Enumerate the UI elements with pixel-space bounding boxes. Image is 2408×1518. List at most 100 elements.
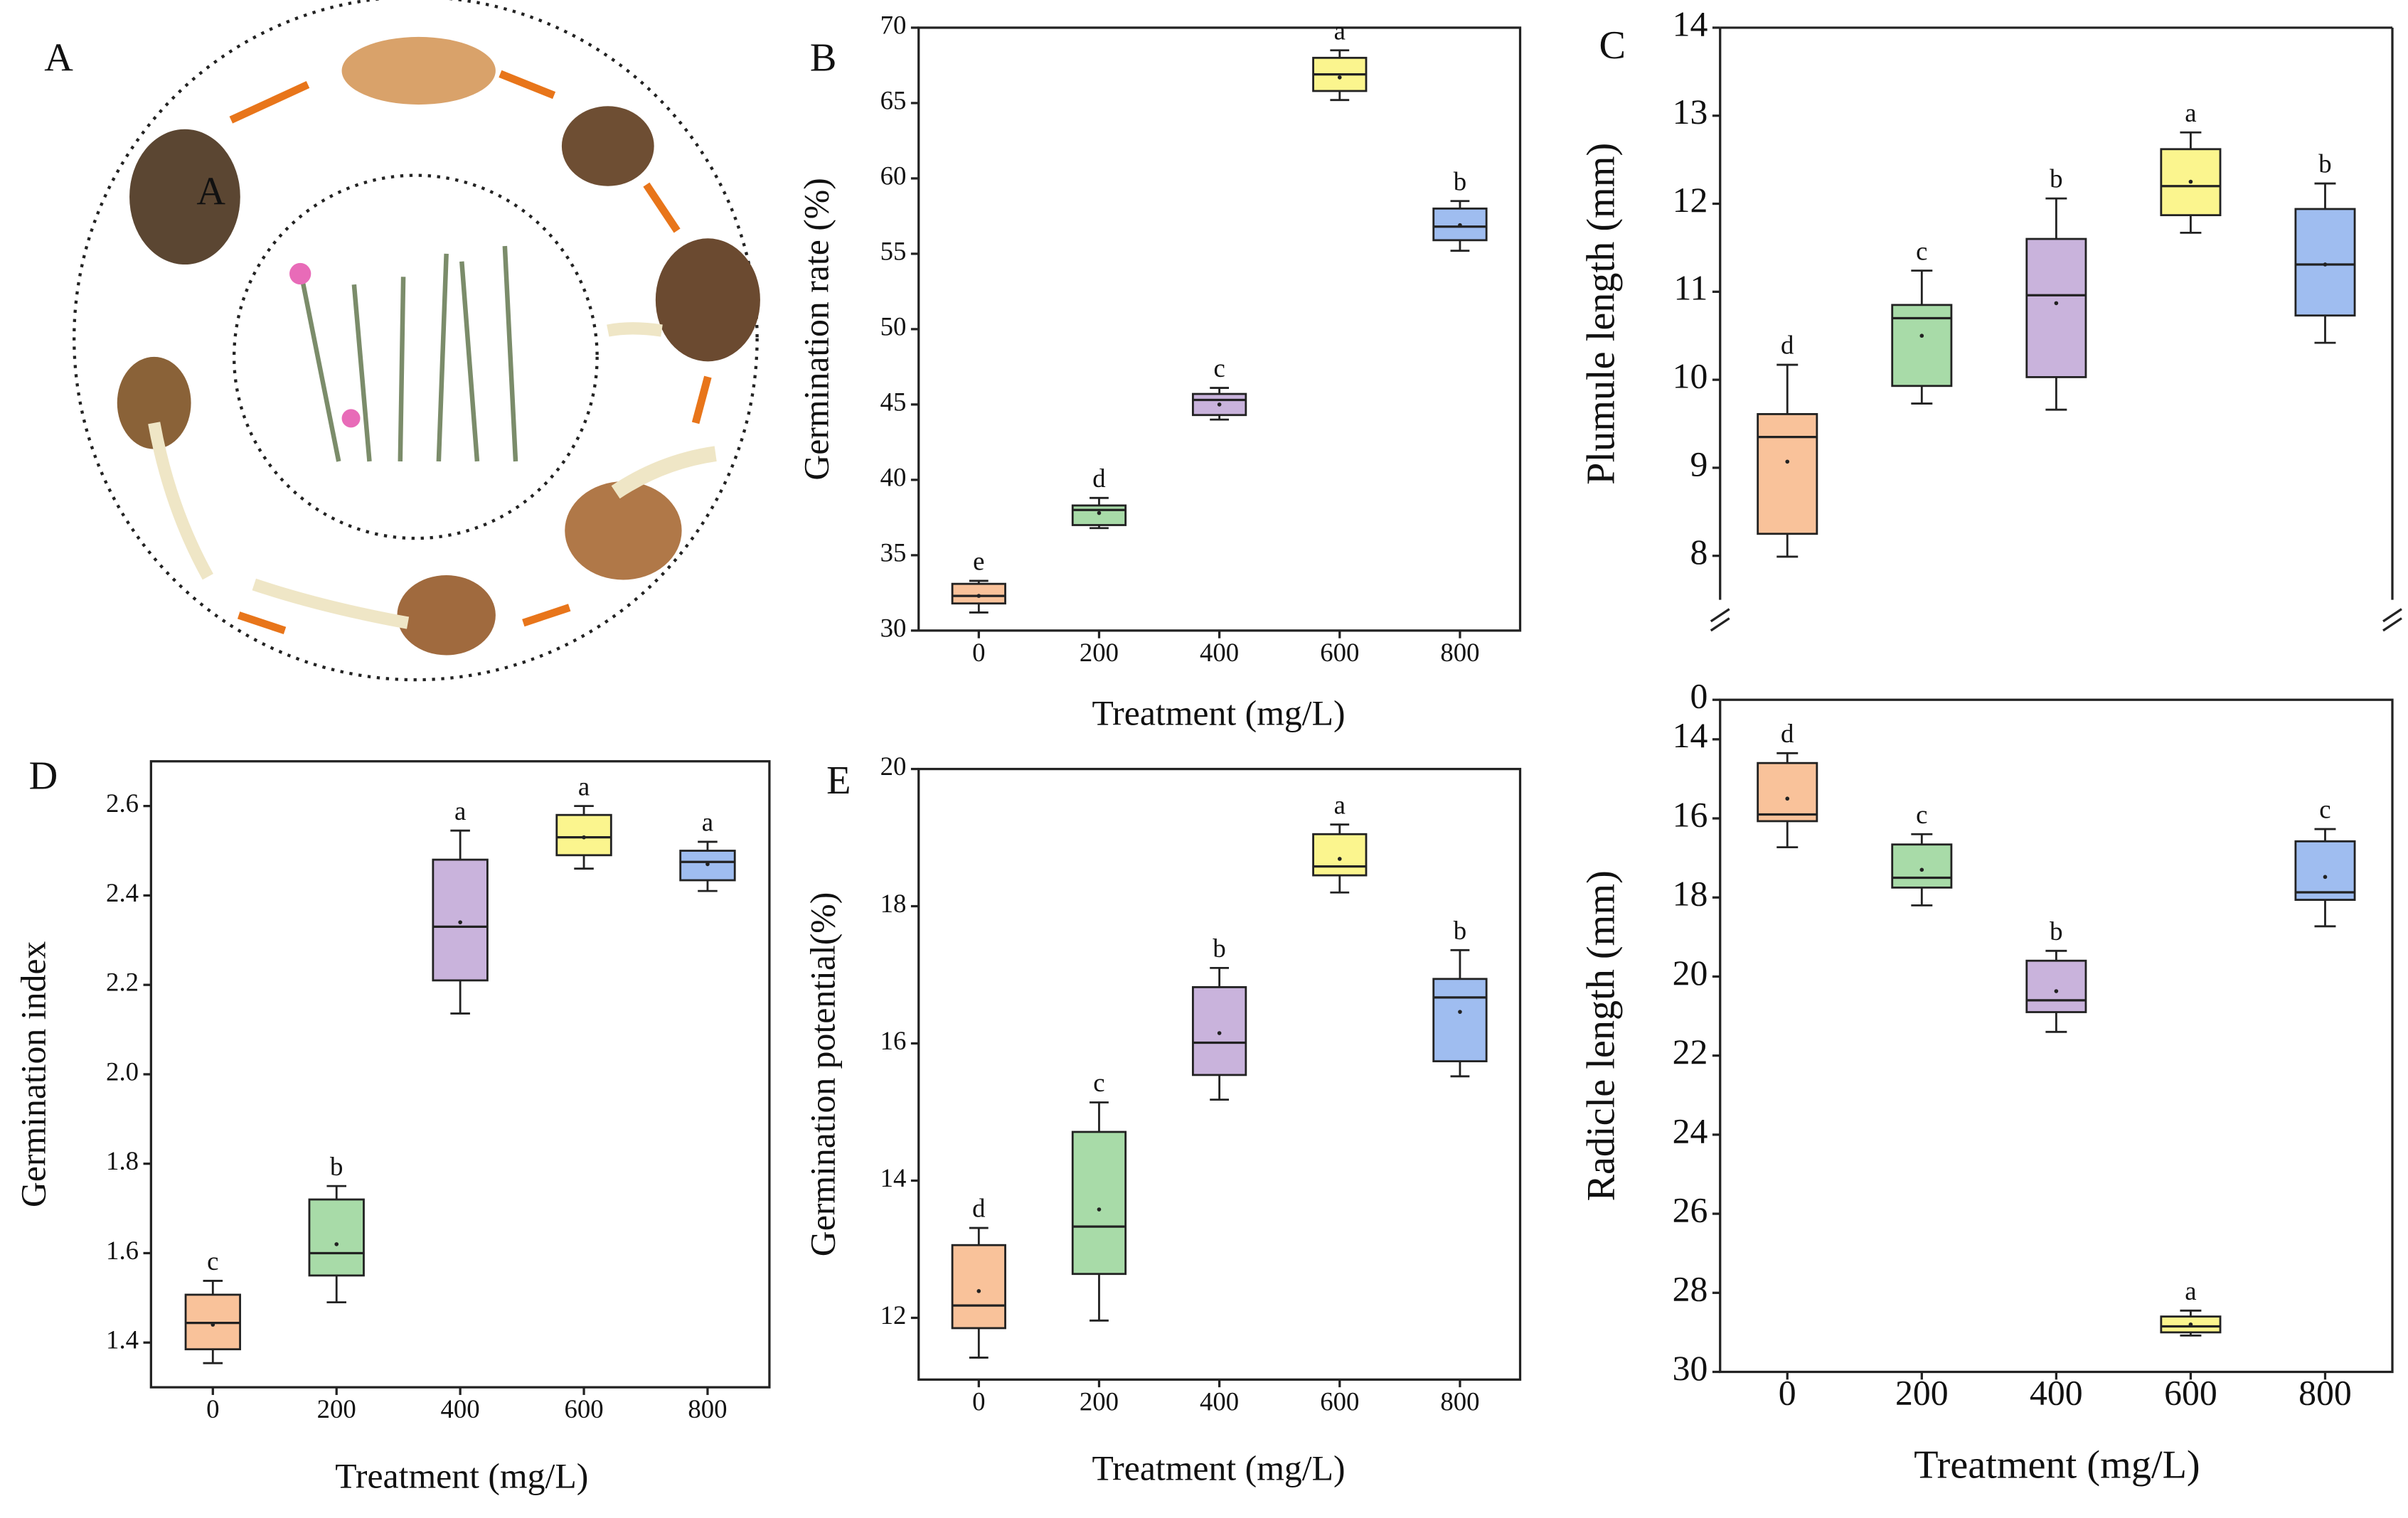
group-letter: a	[454, 796, 466, 825]
y-tick-label: 2.6	[106, 789, 139, 818]
y-tick-label: 1.8	[106, 1146, 139, 1175]
plot-frame	[917, 26, 1522, 632]
mean	[1919, 867, 1924, 872]
group-letter: d	[972, 1194, 985, 1223]
axis-break	[1710, 617, 1730, 632]
x-axis-label: Treatment (mg/L)	[1914, 1443, 2200, 1487]
x-tick-label: 800	[2298, 1374, 2352, 1413]
flower	[341, 409, 361, 428]
box	[2294, 208, 2356, 317]
box	[1192, 985, 1247, 1076]
x-tick-label: 800	[688, 1394, 727, 1423]
box	[2294, 840, 2356, 901]
group-letter: c	[207, 1246, 218, 1276]
mean	[976, 594, 981, 598]
y-tick-label: 35	[880, 538, 907, 567]
y-tick-label: 12	[880, 1300, 907, 1330]
box	[951, 582, 1006, 605]
panel-label: A	[44, 36, 73, 80]
group-letter: b	[2318, 149, 2331, 178]
y-axis-label: Germination rate (%)	[797, 178, 836, 480]
x-tick-label: 0	[1779, 1374, 1796, 1413]
x-tick-label: 0	[206, 1394, 219, 1423]
x-tick-label: 600	[2164, 1374, 2217, 1413]
y-tick-label: 12	[1673, 181, 1708, 220]
box	[1432, 978, 1488, 1063]
y-tick-label: 10	[1673, 357, 1708, 396]
x-tick-label: 400	[1200, 638, 1239, 667]
group-letter: c	[1093, 1068, 1104, 1097]
y-tick-label: 24	[1673, 1111, 1708, 1150]
mean	[976, 1289, 981, 1293]
x-tick-label: 800	[1440, 638, 1479, 667]
x-tick-label: 200	[1080, 1386, 1119, 1416]
x-tick-label: 600	[564, 1394, 603, 1423]
y-axis-label: Plumule length (mm)	[1579, 143, 1623, 485]
group-letter: b	[1454, 166, 1466, 196]
y-tick-label: 50	[880, 311, 907, 341]
y-tick-label: 14	[1673, 716, 1708, 755]
group-letter: a	[2185, 98, 2196, 127]
seed	[129, 129, 240, 265]
y-tick-label: 30	[880, 613, 907, 642]
x-tick-label: 600	[1320, 1386, 1359, 1416]
group-letter: b	[1454, 916, 1466, 945]
flower	[289, 262, 311, 285]
y-tick-label: 20	[880, 752, 907, 781]
sprout	[611, 446, 717, 499]
x-tick-label: 200	[1895, 1374, 1949, 1413]
sprout	[607, 322, 663, 337]
sprout	[148, 422, 213, 580]
group-letter: a	[1334, 16, 1346, 45]
axis-break	[2382, 608, 2402, 623]
group-letter: d	[1781, 331, 1794, 360]
group-letter: b	[2050, 164, 2062, 193]
y-tick-label: 13	[1673, 92, 1708, 132]
x-axis-label: Treatment (mg/L)	[335, 1456, 588, 1495]
box	[308, 1198, 365, 1277]
seed	[397, 575, 496, 656]
panel-label: E	[826, 759, 851, 803]
seed	[117, 356, 191, 449]
y-tick-label: 40	[880, 462, 907, 491]
seed	[561, 106, 654, 186]
mean	[1097, 511, 1102, 515]
box	[2025, 959, 2087, 1013]
mean	[1217, 402, 1222, 407]
x-tick-label: 600	[1320, 638, 1359, 667]
box	[555, 813, 612, 857]
box	[1071, 504, 1127, 526]
x-tick-label: 400	[2030, 1374, 2083, 1413]
x-axis-label: Treatment (mg/L)	[1092, 693, 1346, 732]
mean	[211, 1322, 215, 1327]
y-tick-label: 18	[1673, 875, 1708, 914]
mean	[1785, 459, 1790, 464]
axis-break	[1710, 608, 1730, 623]
x-tick-label: 0	[972, 1386, 985, 1416]
y-tick-label: 18	[880, 889, 907, 918]
mean	[1337, 75, 1342, 80]
y-tick-label: 9	[1690, 444, 1708, 483]
mean	[1337, 857, 1342, 861]
group-letter: a	[2185, 1276, 2196, 1305]
y-tick-label: 1.6	[106, 1236, 139, 1265]
y-tick-label: 20	[1673, 953, 1708, 993]
inner-circle	[232, 173, 599, 540]
box	[951, 1244, 1006, 1330]
y-tick-label: 16	[1673, 795, 1708, 834]
box	[1312, 833, 1368, 877]
mean	[705, 862, 710, 867]
x-axis-label: Treatment (mg/L)	[1092, 1449, 1346, 1488]
box	[432, 858, 489, 982]
y-tick-label: 0	[1690, 677, 1708, 716]
y-tick-label: 14	[1673, 4, 1708, 43]
mean	[1919, 333, 1924, 338]
mean	[2323, 262, 2328, 267]
mean	[2054, 989, 2059, 993]
mean	[458, 920, 462, 924]
y-tick-label: 22	[1673, 1032, 1708, 1071]
x-tick-label: 200	[1080, 638, 1119, 667]
group-letter: b	[2050, 916, 2062, 946]
group-letter: c	[1916, 800, 1927, 829]
plants	[297, 245, 518, 462]
